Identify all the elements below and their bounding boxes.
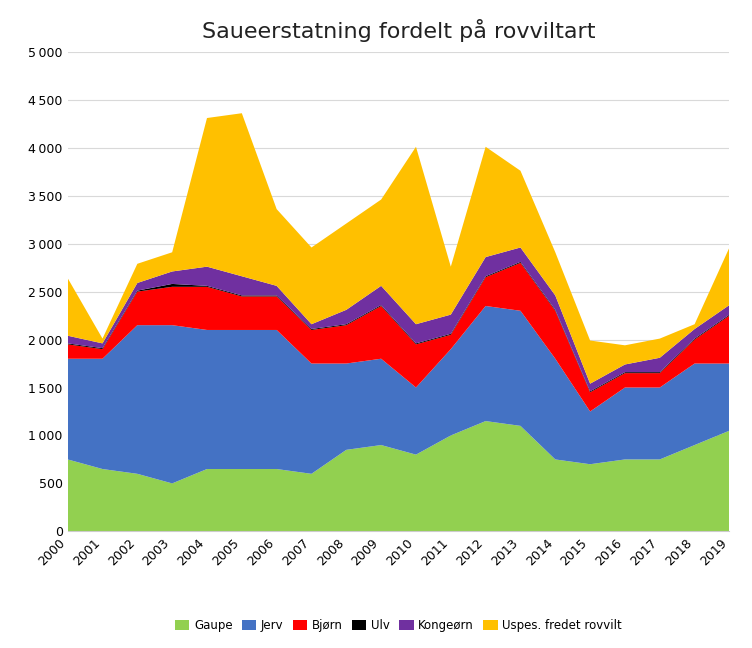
- Legend: Gaupe, Jerv, Bjørn, Ulv, Kongeørn, Uspes. fredet rovvilt: Gaupe, Jerv, Bjørn, Ulv, Kongeørn, Uspes…: [170, 614, 627, 636]
- Title: Saueerstatning fordelt på rovviltart: Saueerstatning fordelt på rovviltart: [202, 19, 596, 42]
